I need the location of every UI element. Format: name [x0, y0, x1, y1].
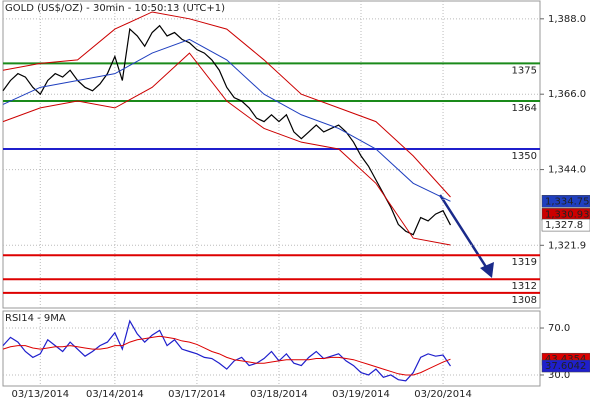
- rsi-title: RSI14 - 9MA: [5, 313, 66, 324]
- price-panel: [2, 0, 541, 309]
- level-label: 1350: [512, 151, 537, 162]
- value-badge: [541, 359, 590, 373]
- y-tick-label: 70.0: [548, 323, 570, 334]
- chart-title: GOLD (US$/OZ) - 30min - 10:50:13 (UTC+1): [5, 3, 225, 14]
- level-label: 1375: [512, 65, 537, 76]
- value-badge: [541, 195, 590, 208]
- arrow-head: [480, 262, 494, 278]
- value-badge-label: 37.6042: [545, 361, 586, 372]
- x-tick-label: 03/19/2014: [332, 389, 390, 400]
- x-tick-label: 03/20/2014: [414, 389, 472, 400]
- level-label: 1308: [512, 295, 537, 306]
- x-tick-label: 03/13/2014: [11, 389, 69, 400]
- x-tick-label: 03/18/2014: [250, 389, 308, 400]
- series-line: [2, 319, 451, 382]
- rsi-panel: [2, 310, 541, 387]
- y-tick-label: 1,366.0: [548, 89, 586, 100]
- level-label: 1364: [512, 103, 537, 114]
- series-line: [2, 335, 451, 376]
- level-label: 1312: [512, 281, 537, 292]
- x-tick-label: 03/14/2014: [86, 389, 144, 400]
- y-tick-label: 1,344.0: [548, 165, 586, 176]
- arrow-shaft: [438, 194, 490, 271]
- series-line: [2, 38, 451, 202]
- value-badge-label: 1,334.75: [545, 196, 590, 207]
- value-badge: [541, 218, 590, 232]
- value-badge-label: 1,330.93: [545, 209, 590, 220]
- x-tick-label: 03/17/2014: [168, 389, 226, 400]
- y-tick-label: 1,388.0: [548, 14, 586, 25]
- y-tick-label: 1,321.9: [548, 240, 586, 251]
- level-label: 1319: [512, 257, 537, 268]
- y-tick-label: 30.0: [548, 370, 570, 381]
- series-line: [2, 52, 451, 246]
- value-badge-label: 43.4354: [545, 354, 586, 365]
- series-line: [2, 11, 451, 198]
- value-badge-label: 1,327.8: [545, 220, 583, 231]
